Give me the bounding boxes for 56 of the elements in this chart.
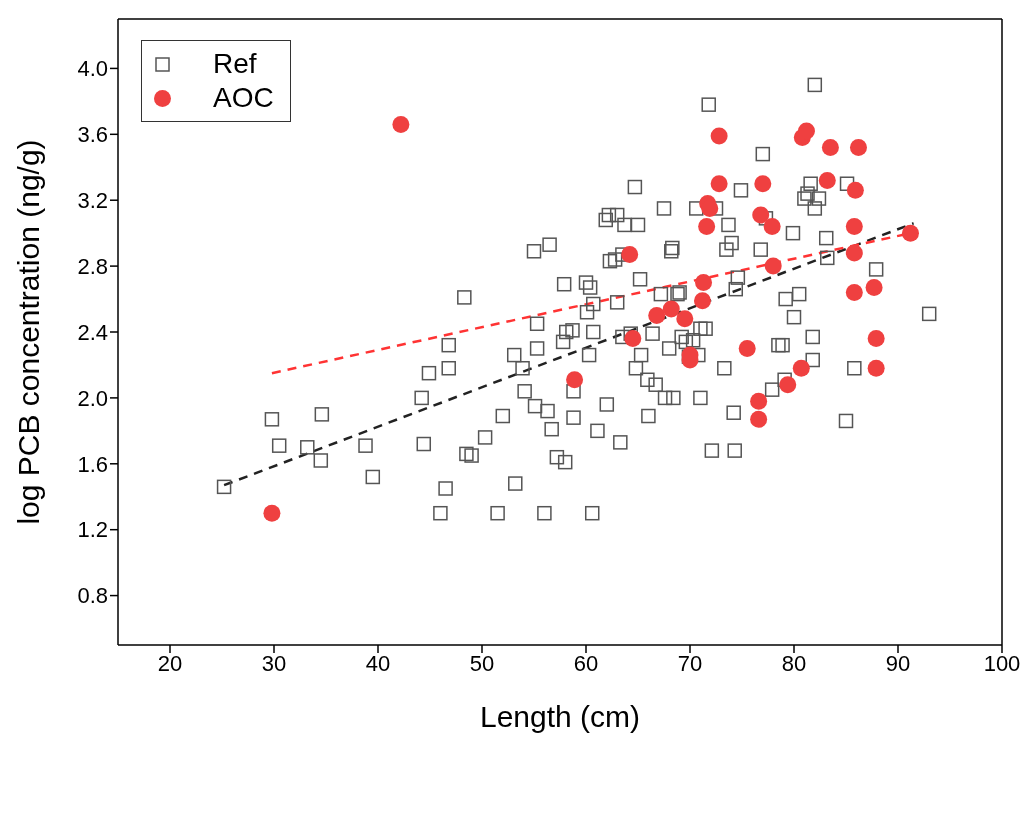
y-tick-label: 1.6 <box>77 451 108 477</box>
point <box>797 122 815 140</box>
x-tick-label: 60 <box>573 650 599 676</box>
point <box>849 139 867 156</box>
y-tick-label: 1.2 <box>77 517 108 543</box>
point <box>695 274 713 292</box>
x-tick-label: 100 <box>983 650 1021 676</box>
point <box>738 339 756 357</box>
point <box>662 300 680 318</box>
point <box>865 279 883 297</box>
point <box>867 330 885 348</box>
y-tick-label: 2.0 <box>77 385 108 411</box>
x-axis-title: Length (cm) <box>479 700 641 733</box>
point <box>676 310 694 328</box>
y-tick-label: 3.2 <box>77 188 108 214</box>
point <box>867 359 885 377</box>
point <box>621 246 639 264</box>
x-tick-label: 20 <box>157 650 183 676</box>
point <box>818 171 836 189</box>
x-tick-label: 80 <box>781 650 807 676</box>
y-axis-title: log PCB concentration (ng/g) <box>11 139 45 525</box>
point <box>624 330 642 348</box>
point <box>754 175 772 193</box>
point <box>821 139 839 156</box>
point <box>648 307 666 325</box>
point <box>750 410 768 428</box>
point <box>763 218 781 236</box>
point <box>566 371 584 389</box>
point <box>750 392 768 410</box>
y-tick-label: 3.6 <box>77 122 108 148</box>
point <box>792 359 810 377</box>
point <box>846 181 864 199</box>
y-tick-label: 2.8 <box>77 253 108 279</box>
point <box>392 115 410 133</box>
point <box>845 283 863 301</box>
x-tick-label: 30 <box>261 650 287 676</box>
y-tick-label: 4.0 <box>77 56 108 82</box>
point <box>845 218 863 236</box>
x-tick-label: 50 <box>469 650 495 676</box>
legend-label: AOC <box>213 82 274 114</box>
x-tick-label: 70 <box>677 650 703 676</box>
point <box>710 127 728 145</box>
x-tick-label: 90 <box>885 650 911 676</box>
point <box>752 206 770 224</box>
point <box>901 224 919 242</box>
point <box>710 175 728 193</box>
point <box>693 292 711 310</box>
y-tick-label: 2.4 <box>77 319 108 345</box>
point <box>845 244 863 262</box>
point <box>764 257 782 275</box>
y-tick-label: 0.8 <box>77 583 108 609</box>
x-tick-label: 40 <box>365 650 391 676</box>
point <box>263 504 281 522</box>
legend-label: Ref <box>213 48 257 80</box>
point <box>698 218 716 236</box>
point <box>779 376 797 394</box>
